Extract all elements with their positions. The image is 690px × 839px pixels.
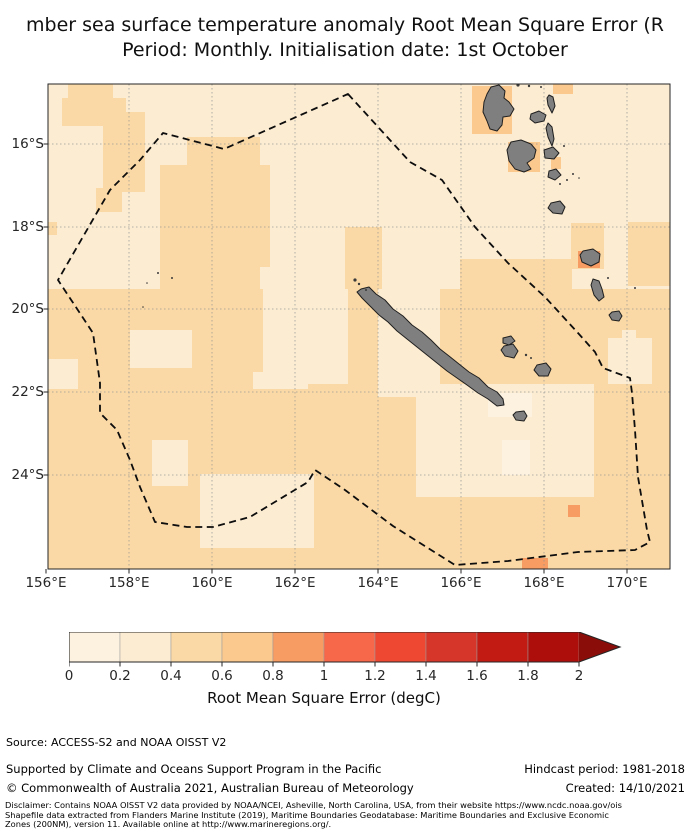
island-new-caledonia (356, 286, 505, 407)
copyright-text: © Commonwealth of Australia 2021, Austra… (6, 781, 414, 795)
island-ouvea (502, 335, 516, 346)
colorbar-tick-label: 1.8 (517, 668, 539, 684)
x-tick-label: 168°E (523, 575, 565, 591)
colorbar-tick-label: 1.2 (364, 668, 386, 684)
x-axis-tick-labels: 156°E 158°E 160°E 162°E 164°E 166°E 168°E 170°E (0, 575, 690, 593)
island-epi (547, 168, 562, 181)
island-maewo (546, 94, 556, 114)
colorbar-tick-label: 0.6 (211, 668, 233, 684)
disclaimer-line: Zones (200NM), version 11. Available onl… (5, 819, 332, 829)
x-tick-label: 160°E (191, 575, 233, 591)
island-mare (533, 362, 552, 377)
y-tick-label: 20°S (11, 301, 45, 317)
colorbar-svg (68, 631, 622, 667)
x-tick-label: 164°E (357, 575, 399, 591)
colorbar-tick-label: 2 (574, 668, 584, 684)
colorbar-tick-label: 1 (319, 668, 329, 684)
y-tick-label: 24°S (11, 467, 45, 483)
x-tick-label: 162°E (274, 575, 316, 591)
colorbar (68, 631, 629, 667)
figure-title-line2: Period: Monthly. Initialisation date: 1s… (122, 39, 568, 61)
x-tick-label: 166°E (440, 575, 482, 591)
island-ile-des-pins (512, 410, 528, 422)
colorbar-axis-label: Root Mean Square Error (degC) (207, 689, 441, 707)
island-tanna (590, 278, 605, 302)
colorbar-tick-label: 1.4 (415, 668, 437, 684)
map-plot-area (43, 83, 671, 574)
island-ambrym (543, 146, 560, 160)
disclaimer-line: Disclaimer: Contains NOAA OISST V2 data … (5, 801, 623, 810)
supported-by-text: Supported by Climate and Oceans Support … (6, 762, 382, 776)
colorbar-tick-label: 0 (64, 668, 74, 684)
island-ambae (529, 110, 547, 124)
colorbar-tick-label: 0.4 (160, 668, 182, 684)
colorbar-tick-label: 1.6 (466, 668, 488, 684)
colorbar-tick-label: 0.2 (109, 668, 131, 684)
hindcast-period-text: Hindcast period: 1981-2018 (524, 762, 685, 776)
y-tick-label: 16°S (11, 136, 45, 152)
y-tick-label: 22°S (11, 384, 45, 400)
y-axis-tick-labels: 16°S 18°S 20°S 22°S 24°S (0, 0, 45, 600)
island-erromango (579, 248, 601, 267)
created-date-text: Created: 14/10/2021 (565, 781, 685, 795)
x-tick-label: 158°E (108, 575, 150, 591)
island-malakula (506, 139, 537, 173)
colorbar-tick-labels: 0 0.2 0.4 0.6 0.8 1 1.2 1.4 1.6 1.8 2 (0, 668, 690, 684)
island-lifou (500, 343, 519, 359)
disclaimer-line: Shapefile data extracted from Flanders M… (5, 809, 609, 820)
island-pentecost (545, 122, 555, 147)
colorbar-tick-label: 0.8 (262, 668, 284, 684)
x-tick-label: 156°E (25, 575, 67, 591)
disclaimer-text: Disclaimer: Contains NOAA OISST V2 data … (5, 801, 690, 830)
island-espiritu-santo (482, 84, 515, 132)
source-text: Source: ACCESS-S2 and NOAA OISST V2 (6, 736, 227, 749)
map-svg (43, 83, 671, 574)
island-efate (547, 200, 566, 215)
island-aneityum (608, 310, 623, 322)
figure-title-line1: mber sea surface temperature anomaly Roo… (26, 14, 664, 36)
y-tick-label: 18°S (11, 219, 45, 235)
x-tick-label: 170°E (606, 575, 648, 591)
